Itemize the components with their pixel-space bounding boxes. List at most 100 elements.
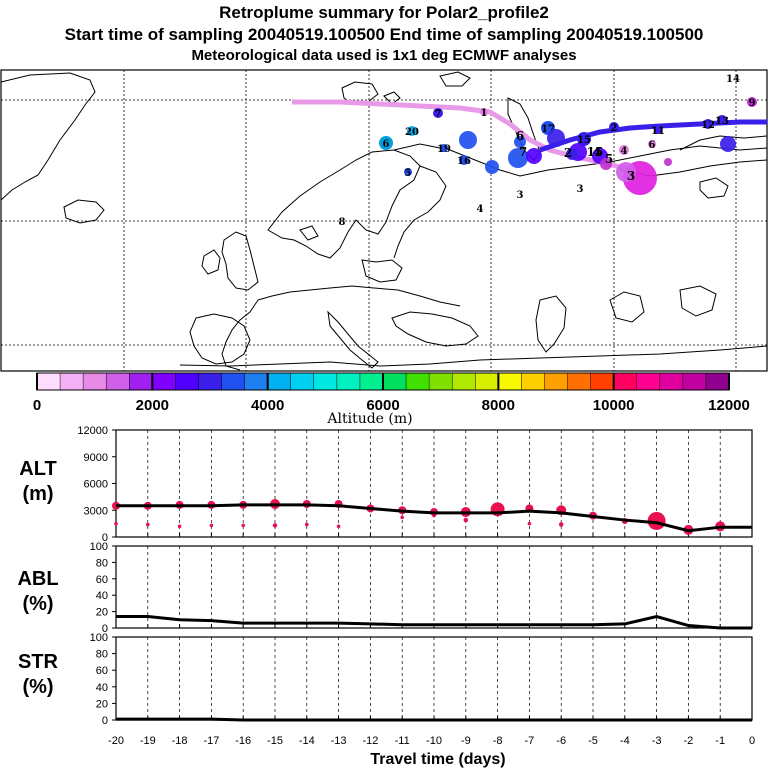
y-tick-label: 20 (96, 698, 108, 710)
abl-panel: 100 80 60 40 20 0 (90, 541, 753, 635)
sampling-times: Start time of sampling 20040519.100500 E… (65, 25, 704, 44)
alt-dot-low (463, 517, 469, 523)
plume-blob (526, 148, 542, 164)
colorbar-segment (37, 373, 61, 390)
x-tick-label: -19 (140, 735, 156, 747)
colorbar-segment (452, 373, 476, 390)
map-label: 5 (405, 168, 412, 179)
colorbar-segment (705, 373, 730, 390)
plume-marker (703, 119, 713, 129)
str-ylabel-unit: (%) (22, 676, 53, 698)
colorbar-tick-label: 8000 (482, 397, 515, 414)
plume-marker (619, 145, 629, 155)
map-label: 6 (649, 140, 656, 151)
x-tick-label: 0 (749, 735, 755, 747)
alt-dot-low (177, 524, 182, 529)
map-blob-label: 4 (593, 145, 601, 159)
map-label: 9 (749, 98, 756, 109)
x-tick-label: -14 (299, 735, 315, 747)
meteorological-data-note: Meteorological data used is 1x1 deg ECMW… (191, 47, 576, 64)
map-label: 8 (339, 217, 346, 228)
colorbar-segment (475, 373, 499, 390)
plume-blob (600, 158, 612, 170)
x-tick-label: -4 (620, 735, 630, 747)
x-tick-label: -1 (715, 735, 725, 747)
colorbar-tick-label: 6000 (366, 397, 399, 414)
colorbar-segment (60, 373, 84, 390)
map-label: 11 (651, 126, 665, 137)
plume-blob (459, 131, 477, 149)
colorbar-tick-label: 2000 (136, 397, 169, 414)
x-tick-label: -10 (426, 735, 442, 747)
x-tick-label: -7 (525, 735, 535, 747)
plume-marker (747, 97, 757, 107)
x-tick-label: -13 (331, 735, 347, 747)
colorbar-segment (682, 373, 707, 390)
y-tick-label: 0 (102, 532, 108, 544)
x-tick-label: -20 (108, 735, 124, 747)
alt-dot-low (272, 523, 278, 528)
plume-marker (404, 168, 412, 176)
plume-marker (433, 108, 443, 118)
y-tick-label: 0 (102, 715, 108, 727)
abl-series-line (116, 614, 752, 630)
colorbar-segment (244, 373, 269, 390)
alt-frame (115, 429, 753, 538)
colorbar-segment (129, 373, 153, 390)
plume-marker (648, 140, 656, 148)
plume-track-dark (539, 119, 767, 153)
map-label: 12 (701, 120, 715, 131)
plume-marker (609, 122, 619, 132)
map-coastlines (0, 71, 768, 371)
x-tick-label: -18 (172, 735, 188, 747)
alt-panel: 12000 9000 6000 3000 0 (77, 425, 753, 544)
map-label: 13 (715, 116, 729, 127)
colorbar-segment (429, 373, 453, 390)
x-tick-label: -2 (684, 735, 694, 747)
alt-dot-low (527, 521, 532, 526)
colorbar-segment (313, 373, 338, 390)
x-tick-label: -16 (235, 735, 251, 747)
colorbar-segment (383, 373, 407, 390)
map-label: 3 (577, 184, 584, 195)
colorbar-tick-label: 12000 (708, 397, 750, 414)
colorbar-segment (198, 373, 223, 390)
plume-marker (480, 108, 488, 116)
colorbar-tick-label: 10000 (593, 397, 635, 414)
y-tick-label: 60 (96, 665, 108, 677)
y-tick-label: 40 (96, 590, 108, 602)
plume-blob (514, 136, 526, 148)
x-tick-label: -11 (395, 735, 410, 747)
y-tick-label: 40 (96, 682, 108, 694)
colorbar-segment (152, 373, 176, 390)
plume-blob (485, 160, 499, 174)
alt-dot-low (558, 522, 564, 527)
x-tick-label: -3 (652, 735, 662, 747)
map-label: 14 (726, 74, 740, 85)
x-tick-label: -9 (461, 735, 471, 747)
colorbar-segment (498, 373, 522, 390)
plume-blob (566, 148, 578, 160)
colorbar-segment (336, 373, 361, 390)
y-tick-label: 60 (96, 574, 108, 586)
plume-marker (440, 144, 448, 152)
abl-ylabel-unit: (%) (22, 593, 53, 615)
x-tick-label: -15 (267, 735, 283, 747)
x-tick-label: -5 (588, 735, 598, 747)
colorbar-segment (175, 373, 199, 390)
plume-marker (577, 132, 591, 146)
alt-dot-low (146, 522, 150, 527)
alt-dot-low (305, 522, 309, 527)
map-label: 19 (437, 144, 451, 155)
colorbar-segment (359, 373, 384, 390)
colorbar-segment (106, 373, 130, 390)
map-blob-label: 15 (587, 145, 604, 159)
colorbar-segment (83, 373, 107, 390)
map-label: 17 (541, 124, 555, 135)
plume-blob (508, 148, 528, 168)
plume-marker (459, 155, 469, 165)
x-axis-label: Travel time (days) (370, 751, 505, 768)
colorbar-segment (567, 373, 592, 390)
y-tick-label: 100 (90, 541, 108, 553)
